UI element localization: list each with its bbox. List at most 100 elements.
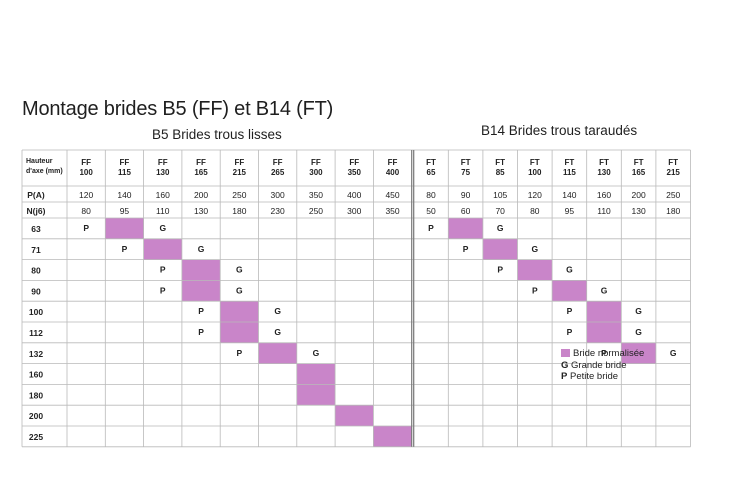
legend-p-text: Petite bride [569, 371, 619, 382]
b14-header-size: 215 [667, 168, 681, 177]
b5-flange-mark: G [313, 348, 320, 358]
b14-normalized-cell [621, 342, 656, 364]
b5-header-type: FF [234, 158, 244, 167]
b5-normalized-cell [296, 384, 336, 406]
b5-n-value: 230 [271, 206, 285, 216]
b14-flange-mark: G [497, 223, 504, 233]
b14-normalized-cell [482, 238, 518, 260]
b14-flange-mark: P [428, 223, 434, 233]
b5-header-type: FF [349, 158, 359, 167]
b5-flange-mark: G [159, 223, 166, 233]
b14-header-size: 130 [597, 168, 611, 177]
legend-g-letter: G [561, 360, 569, 371]
b5-p-value: 140 [117, 190, 131, 200]
row-label-p: P(A) [27, 190, 45, 200]
b14-flange-mark: G [601, 285, 608, 295]
legend-p-letter: P [561, 371, 568, 382]
b14-normalized-cell [552, 280, 587, 302]
b5-normalized-cell [143, 238, 182, 260]
b5-flange-mark: P [198, 327, 204, 337]
b5-header-type: FF [388, 158, 398, 167]
axis-height-label: 112 [29, 328, 43, 338]
b5-header-size: 130 [156, 168, 170, 177]
b5-section-title: B5 Brides trous lisses [152, 127, 282, 142]
b14-p-value: 160 [597, 190, 611, 200]
b5-n-value: 250 [309, 206, 323, 216]
b5-flange-mark: P [160, 285, 166, 295]
legend-grande-bride: G Grande bride [561, 360, 626, 371]
legend-swatch [561, 349, 570, 357]
b14-header-type: FT [634, 158, 644, 167]
b14-flange-mark: P [601, 348, 607, 358]
b14-flange-mark: G [531, 244, 538, 254]
axis-height-label: 71 [31, 245, 41, 255]
b5-header-size: 115 [118, 168, 131, 177]
b5-normalized-cell [181, 280, 221, 302]
b14-p-value: 120 [528, 190, 542, 200]
b5-flange-mark: G [274, 306, 281, 316]
b5-n-value: 95 [120, 206, 130, 216]
b5-p-value: 120 [79, 190, 93, 200]
b14-flange-mark: P [567, 327, 573, 337]
b14-header-type: FT [599, 158, 609, 167]
b14-n-value: 50 [426, 206, 436, 216]
legend-normalized-text: Bride normalisée [573, 348, 645, 359]
b14-n-value: 110 [597, 206, 611, 216]
b14-section-title: B14 Brides trous taraudés [481, 123, 638, 138]
b5-header-type: FF [120, 158, 130, 167]
b14-header-type: FT [461, 158, 471, 167]
b5-header-size: 300 [309, 168, 323, 177]
legend-petite-bride: P Petite bride [561, 371, 618, 382]
b5-normalized-cell [258, 342, 297, 364]
page-title: Montage brides B5 (FF) et B14 (FT) [22, 98, 334, 120]
b14-header-type: FT [426, 158, 436, 167]
b5-flange-mark: P [198, 306, 204, 316]
b14-n-value: 130 [632, 206, 646, 216]
axis-height-label: 200 [29, 411, 43, 421]
b5-flange-mark: G [236, 265, 243, 275]
b14-flange-mark: G [566, 265, 573, 275]
b14-flange-mark: G [670, 348, 677, 358]
b14-normalized-cell [586, 301, 622, 322]
b5-p-value: 200 [194, 190, 208, 200]
axis-height-label: 63 [31, 224, 41, 234]
b5-header-size: 350 [348, 168, 362, 177]
b14-p-value: 105 [493, 190, 507, 200]
b5-header-type: FF [273, 158, 283, 167]
b5-flange-mark: G [274, 327, 281, 337]
b5-normalized-cell [181, 259, 221, 281]
b14-header-size: 85 [496, 168, 505, 177]
b5-p-value: 450 [385, 190, 399, 200]
b5-n-value: 300 [347, 206, 361, 216]
b5-p-value: 250 [232, 190, 246, 200]
b14-n-value: 60 [461, 206, 471, 216]
b14-header-type: FT [668, 158, 678, 167]
b5-header-type: FF [196, 158, 206, 167]
b14-normalized-cell [448, 218, 483, 239]
b14-p-value: 80 [426, 190, 436, 200]
b14-flange-mark: P [567, 306, 573, 316]
b14-flange-mark: P [497, 265, 503, 275]
b14-header-type: FT [530, 158, 540, 167]
b14-normalized-cell [586, 322, 622, 343]
b14-n-value: 95 [565, 206, 575, 216]
axis-height-label: 160 [29, 370, 43, 380]
b14-normalized-cell [517, 259, 553, 281]
b5-n-value: 180 [232, 206, 246, 216]
b5-p-value: 350 [309, 190, 323, 200]
b14-p-value: 140 [562, 190, 576, 200]
b14-header-size: 115 [563, 168, 576, 177]
b5-header-type: FF [158, 158, 168, 167]
b5-normalized-cell [105, 218, 144, 239]
row-label-n: N(j6) [27, 206, 46, 216]
legend-g-text: Grande bride [571, 360, 627, 371]
axis-height-label: 100 [29, 307, 43, 317]
b14-header-type: FT [495, 158, 505, 167]
b5-header-size: 215 [233, 168, 247, 177]
b5-header-type: FF [311, 158, 321, 167]
b5-n-value: 130 [194, 206, 208, 216]
b14-flange-mark: G [635, 306, 642, 316]
b5-flange-mark: P [160, 265, 166, 275]
b5-p-value: 400 [347, 190, 361, 200]
